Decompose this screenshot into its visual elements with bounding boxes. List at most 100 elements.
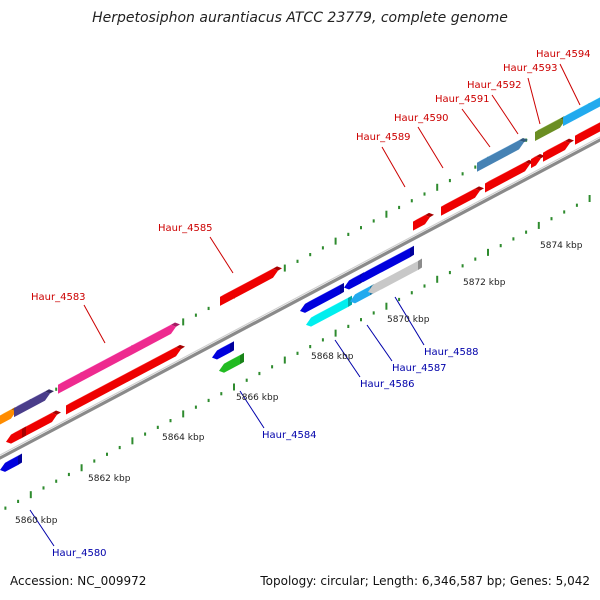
forward-gene-label: Haur_4593 — [503, 63, 558, 74]
forward-gene-label: Haur_4589 — [356, 132, 411, 143]
gene-feature-0-body — [20, 412, 57, 439]
gene-feature-10-body — [0, 409, 16, 425]
gene-feature-5-body — [531, 156, 541, 169]
leader-line — [527, 77, 541, 125]
gene-feature-2-top — [413, 212, 429, 222]
gene-feature-17-body — [212, 343, 230, 360]
gene-feature-3-body — [441, 188, 480, 216]
gene-feature-13-top — [477, 138, 523, 163]
leader-line — [209, 236, 234, 274]
gene-feature-15-body — [563, 97, 600, 127]
backbone-line — [0, 136, 600, 460]
gene-feature-24-top — [373, 258, 422, 285]
leader-line — [559, 63, 581, 106]
gene-feature-18-body — [300, 285, 340, 313]
gene-feature-14-top — [535, 116, 564, 132]
leader-line — [461, 108, 491, 148]
kbp-label: 5874 kbp — [540, 241, 583, 251]
gene-feature-18-end — [340, 282, 344, 295]
gene-feature-22 — [306, 295, 352, 327]
leader-line — [29, 509, 55, 547]
gene-feature-21-body — [219, 355, 240, 373]
gene-feature-3-end — [475, 186, 484, 191]
gene-feature-9-end — [273, 266, 282, 271]
gene-feature-17 — [212, 341, 234, 360]
gene-feature-2 — [413, 212, 434, 231]
gene-feature-17-end — [230, 341, 234, 353]
gene-feature-24-body — [368, 260, 418, 294]
gene-feature-12-top — [58, 322, 175, 385]
gene-feature-17-top — [217, 341, 234, 351]
kbp-label: 5860 kbp — [15, 516, 58, 526]
gene-feature-13-end — [519, 138, 528, 143]
gene-feature-2-body — [413, 215, 430, 231]
gene-feature-8 — [6, 426, 26, 444]
gene-feature-4 — [485, 159, 534, 193]
gene-feature-8-top — [11, 426, 26, 435]
gene-feature-15-top — [563, 97, 600, 118]
gene-feature-5-end — [536, 154, 545, 159]
leader-line — [366, 324, 393, 362]
gene-feature-9-body — [220, 268, 278, 306]
forward-gene-label: Haur_4591 — [435, 94, 490, 105]
leader-line — [239, 390, 265, 429]
gene-feature-8-body — [6, 428, 22, 444]
reverse-gene-label: Haur_4586 — [360, 379, 415, 390]
reverse-gene-label: Haur_4588 — [424, 347, 479, 358]
gene-feature-20 — [358, 245, 414, 283]
gene-feature-21-end — [240, 352, 244, 365]
gene-feature-6 — [543, 138, 574, 162]
forward-gene-label: Haur_4594 — [536, 49, 591, 60]
gene-feature-16-body — [0, 455, 18, 472]
gene-feature-7-body — [575, 122, 600, 145]
gene-feature-0-end — [52, 410, 61, 415]
label-leaders — [29, 63, 581, 547]
gene-feature-16-end — [18, 453, 22, 465]
forward-gene-label: Haur_4583 — [31, 292, 86, 303]
gene-feature-7 — [575, 122, 600, 145]
gene-feature-11-body — [14, 391, 50, 418]
gene-feature-24 — [368, 258, 422, 294]
gene-feature-1-top — [66, 344, 180, 406]
backbone-inner — [0, 136, 600, 456]
gene-feature-8-end — [22, 426, 26, 438]
gene-feature-22-top — [311, 295, 352, 318]
gene-feature-20-top — [363, 245, 414, 274]
gene-feature-5 — [531, 154, 545, 169]
gene-feature-7-top — [575, 122, 600, 136]
gene-feature-12 — [58, 322, 180, 394]
forward-gene-label: Haur_4590 — [394, 113, 449, 124]
gene-feature-14-body — [535, 118, 565, 141]
gene-feature-22-body — [306, 298, 348, 327]
gene-feature-23-body — [350, 286, 370, 304]
leader-line — [381, 146, 406, 188]
gene-feature-15 — [563, 97, 600, 127]
gene-feature-24-end — [418, 258, 422, 270]
topology-text: Topology: circular; Length: 6,346,587 bp… — [260, 574, 590, 588]
gene-feature-1-body — [66, 347, 181, 415]
gene-feature-21 — [219, 352, 244, 373]
leader-line — [83, 304, 106, 344]
gene-feature-16-top — [5, 453, 22, 463]
gene-feature-11-top — [14, 389, 49, 409]
gene-feature-6-end — [565, 138, 574, 143]
gene-feature-9-top — [220, 266, 277, 297]
kbp-label: 5864 kbp — [162, 433, 205, 443]
leader-line — [417, 126, 444, 169]
gene-feature-21-top — [224, 352, 244, 364]
gene-feature-11-end — [45, 389, 54, 394]
gene-features — [0, 97, 600, 472]
gene-feature-19-top — [349, 272, 364, 281]
gene-feature-1-end — [176, 344, 185, 350]
reverse-gene-label: Haur_4587 — [392, 363, 447, 374]
gene-feature-20-end — [410, 245, 414, 258]
map-title: Herpetosiphon aurantiacus ATCC 23779, co… — [92, 10, 508, 26]
gene-feature-23-top — [355, 284, 374, 295]
gene-feature-1 — [66, 344, 185, 415]
kbp-label: 5870 kbp — [387, 315, 430, 325]
leader-line — [491, 94, 519, 135]
leader-line — [334, 339, 361, 378]
gene-feature-13-body — [477, 140, 524, 172]
gene-feature-20-body — [358, 248, 410, 283]
